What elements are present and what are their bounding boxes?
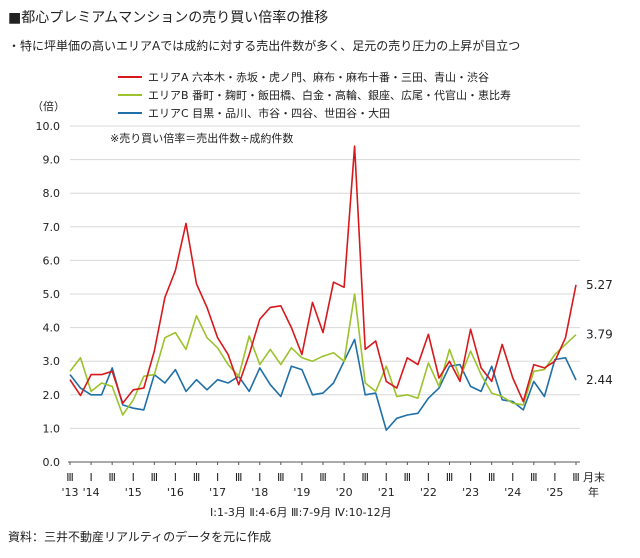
x-tick-year-label: '19 — [293, 486, 310, 499]
x-tick-quarter-label: Ⅲ — [572, 471, 580, 484]
y-axis-ticks: 0.0 1.0 2.0 3.0 4.0 5.0 6.0 7.0 8.0 9.0 10.0 — [36, 120, 61, 469]
x-tick-quarter-label: Ⅲ — [488, 471, 496, 484]
x-unit-label-month: 月末 — [583, 470, 605, 484]
x-tick-year-label: '25 — [546, 486, 563, 499]
x-tick-year-label: '14 — [83, 486, 100, 499]
x-tick-quarter-label: Ⅰ — [342, 471, 345, 484]
x-tick-quarter-label: Ⅲ — [446, 471, 454, 484]
x-tick-year-label: '22 — [420, 486, 437, 499]
series-line-area-a — [69, 145, 577, 405]
x-tick-quarter-label: Ⅲ — [193, 471, 201, 484]
y-tick-label: 5.0 — [43, 288, 61, 301]
end-value-area-a: 5.27 — [586, 278, 613, 292]
legend-label-area-c: エリアC 目黒・品川、市谷・四谷、世田谷・大田 — [148, 106, 390, 120]
y-tick-label: 0.0 — [43, 456, 61, 469]
x-tick-quarter-label: Ⅲ — [530, 471, 538, 484]
x-tick-quarter-label: Ⅲ — [151, 471, 159, 484]
end-value-area-c: 2.44 — [586, 373, 613, 387]
y-tick-label: 2.0 — [43, 389, 61, 402]
x-tick-year-label: '13 — [61, 486, 78, 499]
source-note: 資料：三井不動産リアルティのデータを元に作成 — [8, 529, 271, 544]
y-tick-label: 1.0 — [43, 422, 61, 435]
x-tick-quarter-label: Ⅲ — [361, 471, 369, 484]
x-tick-year-label: '16 — [167, 486, 184, 499]
x-tick-quarter-label: Ⅰ — [174, 471, 177, 484]
x-tick-quarter-label: Ⅰ — [553, 471, 556, 484]
quarter-key: Ⅰ:1-3月 Ⅱ:4-6月 Ⅲ:7-9月 Ⅳ:10-12月 — [210, 506, 392, 519]
y-axis-label: （倍） — [32, 99, 65, 113]
x-tick-year-label: '20 — [336, 486, 353, 499]
x-tick-quarter-label: Ⅲ — [319, 471, 327, 484]
legend: エリアA 六本木・赤坂・虎ノ門、麻布・麻布十番・三田、青山・渋谷 エリアB 番町… — [118, 70, 511, 120]
end-value-area-b: 3.79 — [586, 328, 613, 342]
x-tick-year-label: '18 — [251, 486, 268, 499]
end-value-labels: 5.27 3.79 2.44 — [586, 278, 613, 387]
chart-subtitle: ・特に坪単価の高いエリアAでは成約に対する売出件数が多く、足元の売り圧力の上昇が… — [8, 38, 520, 53]
x-tick-quarter-label: Ⅰ — [216, 471, 219, 484]
x-tick-quarter-label: Ⅰ — [469, 471, 472, 484]
x-tick-year-label: '17 — [209, 486, 226, 499]
legend-label-area-a: エリアA 六本木・赤坂・虎ノ門、麻布・麻布十番・三田、青山・渋谷 — [148, 70, 489, 84]
x-tick-quarter-label: Ⅰ — [427, 471, 430, 484]
x-tick-year-label: '21 — [378, 486, 395, 499]
x-tick-quarter-label: Ⅰ — [258, 471, 261, 484]
x-tick-quarter-label: Ⅲ — [277, 471, 285, 484]
y-tick-label: 10.0 — [36, 120, 61, 133]
y-tick-label: 9.0 — [43, 154, 61, 167]
legend-label-area-b: エリアB 番町・麹町・飯田橋、白金・高輪、銀座、広尾・代官山・恵比寿 — [148, 88, 511, 102]
gridlines — [68, 125, 580, 463]
y-tick-label: 4.0 — [43, 322, 61, 335]
x-tick-year-label: '24 — [504, 486, 521, 499]
x-tick-quarter-label: Ⅲ — [235, 471, 243, 484]
x-tick-quarter-label: Ⅰ — [511, 471, 514, 484]
x-tick-quarter-label: Ⅲ — [404, 471, 412, 484]
y-tick-label: 7.0 — [43, 221, 61, 234]
y-tick-label: 3.0 — [43, 355, 61, 368]
chart-note: ※売り買い倍率＝売出件数÷成約件数 — [110, 131, 293, 145]
y-tick-label: 6.0 — [43, 254, 61, 267]
chart-title: ■都心プレミアムマンションの売り買い倍率の推移 — [8, 9, 328, 26]
x-tick-quarter-label: Ⅲ — [108, 471, 116, 484]
x-tick-quarter-label: Ⅰ — [300, 471, 303, 484]
x-axis-ticks: Ⅲ '13 Ⅰ '14 Ⅲ Ⅰ '15 Ⅲ Ⅰ '16 Ⅲ Ⅰ '17 Ⅲ Ⅰ '18 Ⅲ Ⅰ '19 Ⅲ Ⅰ '20 Ⅲ Ⅰ… — [61, 462, 580, 499]
x-tick-quarter-label: Ⅰ — [89, 471, 92, 484]
x-unit-label-year: 年 — [588, 485, 599, 499]
series-line-area-b — [69, 293, 577, 416]
x-tick-year-label: '23 — [462, 486, 479, 499]
y-tick-label: 8.0 — [43, 187, 61, 200]
x-tick-quarter-label: Ⅰ — [132, 471, 135, 484]
x-tick-quarter-label: Ⅲ — [66, 471, 74, 484]
x-tick-quarter-label: Ⅰ — [385, 471, 388, 484]
series-lines — [69, 145, 577, 431]
x-tick-year-label: '15 — [125, 486, 142, 499]
